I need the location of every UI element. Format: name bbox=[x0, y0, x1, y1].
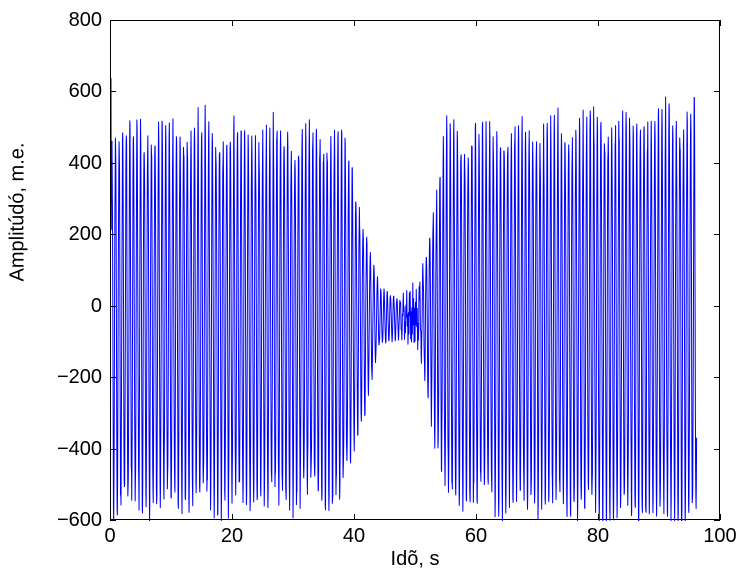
x-axis-label: Idõ, s bbox=[110, 548, 720, 571]
y-tick-label: 200 bbox=[69, 224, 102, 244]
y-tick-label: 600 bbox=[69, 81, 102, 101]
x-tick-label: 0 bbox=[80, 526, 140, 546]
y-tick-label: −400 bbox=[57, 439, 102, 459]
x-tick-label: 20 bbox=[202, 526, 262, 546]
x-tick-label: 80 bbox=[568, 526, 628, 546]
amplitude-time-chart: Amplitúdó, m.e. Idõ, s −600−400−20002004… bbox=[0, 0, 751, 572]
y-tick-label: 800 bbox=[69, 10, 102, 30]
x-tick-label: 100 bbox=[690, 526, 750, 546]
y-tick-label: −200 bbox=[57, 367, 102, 387]
signal-line bbox=[111, 21, 721, 521]
y-axis-label: Amplitúdó, m.e. bbox=[7, 258, 30, 282]
y-tick-label: 400 bbox=[69, 153, 102, 173]
plot-area bbox=[110, 20, 720, 520]
y-tick-label: 0 bbox=[91, 296, 102, 316]
x-tick-label: 40 bbox=[324, 526, 384, 546]
x-tick-label: 60 bbox=[446, 526, 506, 546]
